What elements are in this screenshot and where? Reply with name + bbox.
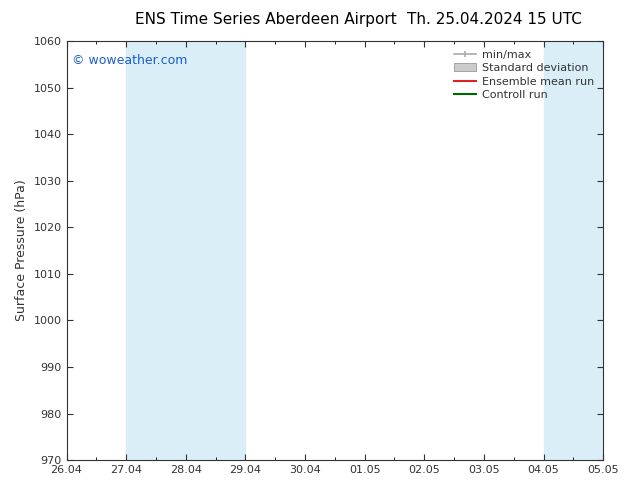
Text: ENS Time Series Aberdeen Airport: ENS Time Series Aberdeen Airport [136,12,397,27]
Text: © woweather.com: © woweather.com [72,53,187,67]
Y-axis label: Surface Pressure (hPa): Surface Pressure (hPa) [15,180,28,321]
Bar [126,41,245,460]
Text: Th. 25.04.2024 15 UTC: Th. 25.04.2024 15 UTC [407,12,582,27]
Legend: min/max, Standard deviation, Ensemble mean run, Controll run: min/max, Standard deviation, Ensemble me… [451,47,598,103]
Bar [543,41,633,460]
